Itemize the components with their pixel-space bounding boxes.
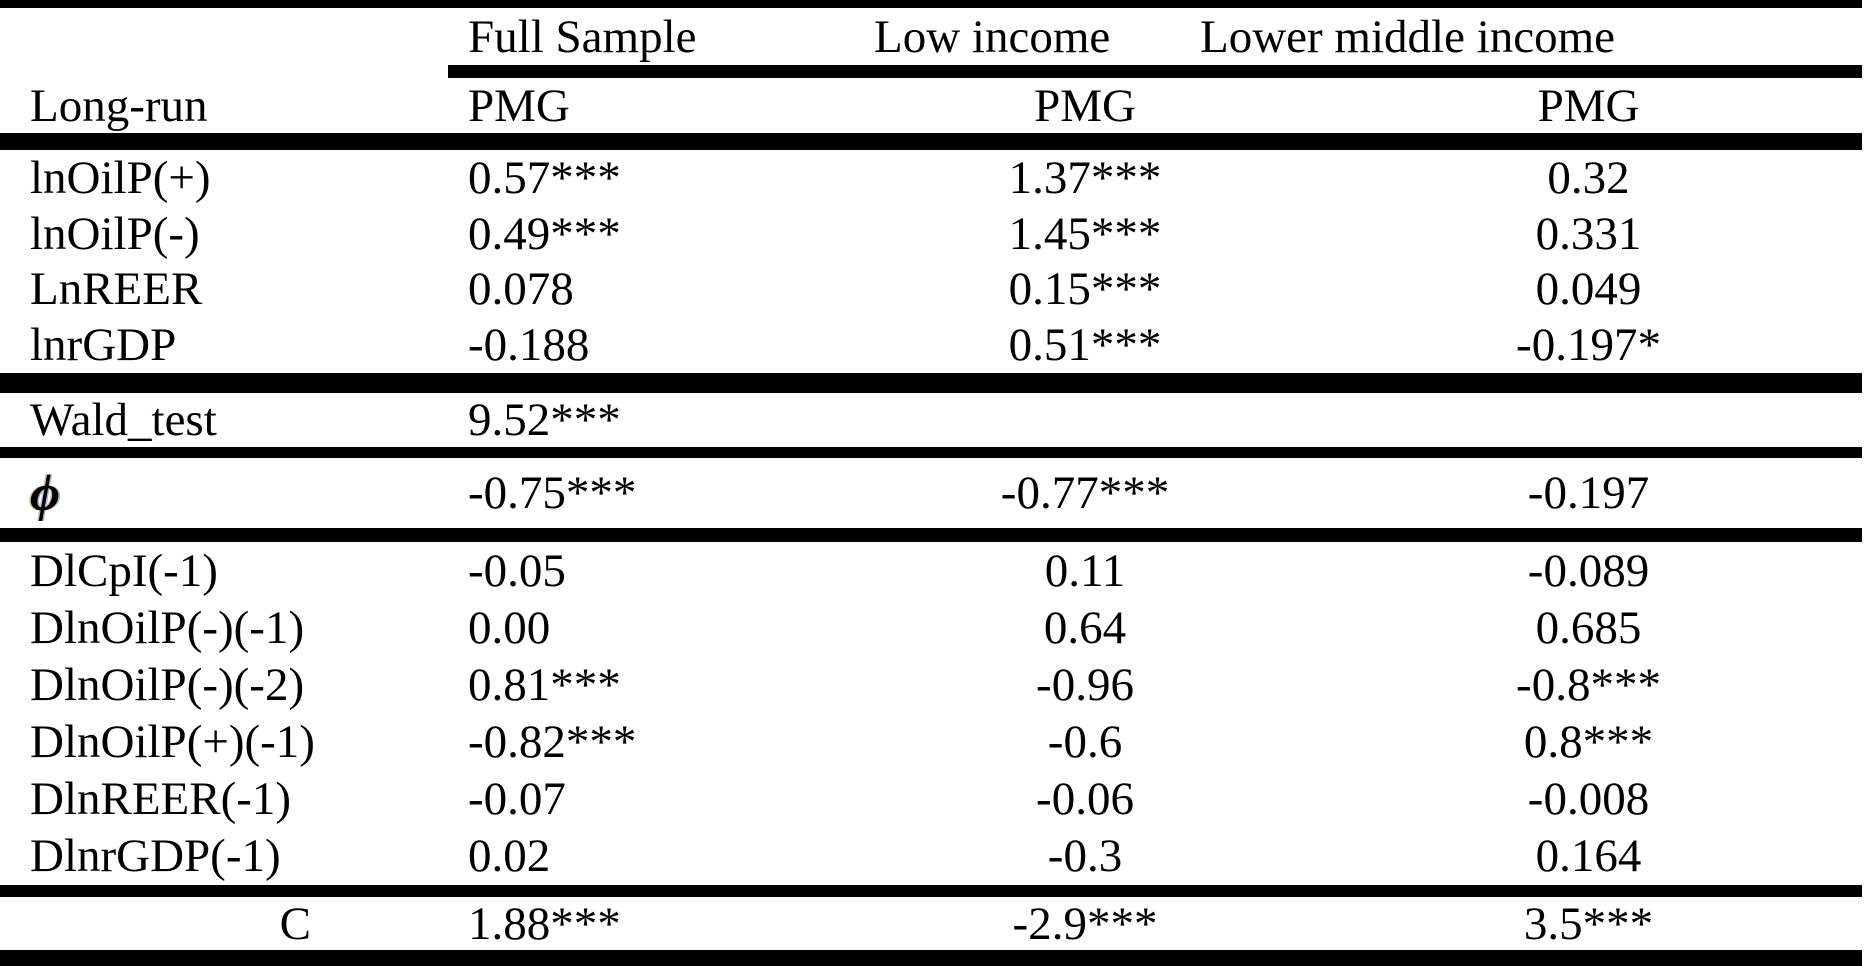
header-separator-rule — [0, 133, 1862, 150]
row-label: DlnREER(-1) — [30, 773, 292, 826]
cell-low-income: -0.96 — [1036, 658, 1134, 711]
cell-full-sample: -0.07 — [468, 773, 566, 826]
group-header-lower-middle-income: Lower middle income — [1200, 10, 1616, 63]
table-row: DlCpI(-1) -0.05 0.11 -0.089 — [0, 542, 1873, 599]
cell-lower-middle-income: 0.685 — [1535, 601, 1642, 654]
row-label: DlnOilP(-)(-2) — [30, 658, 305, 711]
cell-lower-middle-income: -0.008 — [1527, 773, 1650, 826]
cell-lower-middle-income: 0.8*** — [1523, 716, 1654, 769]
row-label: lnOilP(+) — [30, 151, 211, 204]
cell-low-income: 0.11 — [1044, 544, 1126, 597]
cell-lower-middle-income: -0.8*** — [1516, 658, 1661, 711]
table-row: DlnOilP(+)(-1) -0.82*** -0.6 0.8*** — [0, 714, 1873, 771]
table-row: lnrGDP -0.188 0.51*** -0.197* — [0, 317, 1873, 373]
table-row: DlnrGDP(-1) 0.02 -0.3 0.164 — [0, 828, 1873, 885]
table-row: LnREER 0.078 0.15*** 0.049 — [0, 262, 1873, 318]
constant-row: C 1.88*** -2.9*** 3.5*** — [0, 897, 1873, 950]
column-header-pmg-lower-middle-income: PMG — [1537, 79, 1640, 132]
cell-lower-middle-income: -0.197 — [1527, 467, 1650, 519]
table-row: lnOilP(+) 0.57*** 1.37*** 0.32 — [0, 150, 1873, 206]
row-label: lnrGDP — [30, 319, 177, 372]
top-rule — [0, 0, 1862, 8]
cell-full-sample: -0.05 — [468, 544, 566, 597]
bottom-rule — [0, 950, 1862, 966]
cell-low-income: -0.3 — [1047, 830, 1123, 883]
cell-low-income: 0.51*** — [1008, 319, 1162, 372]
cell-full-sample: 0.81*** — [468, 658, 621, 711]
cell-lower-middle-income: 0.049 — [1535, 263, 1642, 316]
row-label: DlCpI(-1) — [30, 544, 218, 597]
cell-full-sample: 0.49*** — [468, 207, 621, 260]
section-label-long-run: Long-run — [30, 79, 208, 132]
long-run-section: lnOilP(+) 0.57*** 1.37*** 0.32 lnOilP(-)… — [0, 150, 1873, 373]
cell-low-income: 1.45*** — [1008, 207, 1162, 260]
group-header-full-sample: Full Sample — [468, 10, 697, 63]
section-separator-rule — [0, 528, 1862, 542]
column-header-row: Long-run PMG PMG PMG — [0, 78, 1873, 133]
cell-lower-middle-income: 0.164 — [1535, 830, 1642, 883]
error-correction-row: ϕ -0.75*** -0.77*** -0.197 — [0, 458, 1873, 528]
cell-full-sample: 1.88*** — [468, 898, 621, 950]
cell-lower-middle-income: 3.5*** — [1523, 898, 1654, 950]
cell-low-income: -2.9*** — [1012, 898, 1158, 950]
row-label: DlnrGDP(-1) — [30, 830, 281, 883]
cell-low-income: 1.37*** — [1008, 151, 1162, 204]
row-label: lnOilP(-) — [30, 207, 200, 260]
section-separator-rule — [0, 447, 1862, 458]
group-header-row: Full Sample Low income Lower middle inco… — [0, 8, 1873, 65]
section-separator-rule — [0, 885, 1862, 897]
phi-symbol: ϕ — [30, 464, 61, 522]
row-label: DlnOilP(-)(-1) — [30, 601, 305, 654]
cell-full-sample: 0.02 — [468, 830, 551, 883]
cell-lower-middle-income: 0.331 — [1535, 207, 1642, 260]
table-row: DlnOilP(-)(-1) 0.00 0.64 0.685 — [0, 599, 1873, 656]
wald-test-row: Wald_test 9.52*** — [0, 393, 1873, 447]
cell-low-income: 0.64 — [1043, 601, 1127, 654]
cell-low-income: -0.6 — [1047, 716, 1123, 769]
cell-lower-middle-income: 0.32 — [1547, 151, 1630, 204]
row-label: Wald_test — [30, 394, 217, 446]
cell-low-income: -0.77*** — [1000, 467, 1170, 519]
cell-low-income: -0.06 — [1036, 773, 1134, 826]
short-run-section: DlCpI(-1) -0.05 0.11 -0.089 DlnOilP(-)(-… — [0, 542, 1873, 885]
table-row: lnOilP(-) 0.49*** 1.45*** 0.331 — [0, 206, 1873, 262]
column-header-pmg-low-income: PMG — [1034, 79, 1136, 132]
row-label: DlnOilP(+)(-1) — [30, 716, 315, 769]
column-header-pmg-full-sample: PMG — [468, 79, 570, 132]
table-row: DlnOilP(-)(-2) 0.81*** -0.96 -0.8*** — [0, 656, 1873, 713]
cell-low-income: 0.15*** — [1008, 263, 1162, 316]
section-separator-rule — [0, 373, 1862, 393]
group-header-underline-rule — [448, 65, 1862, 78]
cell-full-sample: -0.75*** — [468, 467, 637, 519]
cell-full-sample: -0.82*** — [468, 716, 637, 769]
row-label: C — [279, 898, 311, 950]
table-row: DlnREER(-1) -0.07 -0.06 -0.008 — [0, 771, 1873, 828]
cell-lower-middle-income: -0.089 — [1527, 544, 1650, 597]
cell-full-sample: -0.188 — [468, 319, 590, 372]
cell-full-sample: 0.57*** — [468, 151, 621, 204]
group-header-low-income: Low income — [874, 10, 1111, 63]
cell-full-sample: 9.52*** — [468, 394, 621, 446]
cell-lower-middle-income: -0.197* — [1516, 319, 1661, 372]
cell-full-sample: 0.00 — [468, 601, 551, 654]
cell-full-sample: 0.078 — [468, 263, 574, 316]
row-label: LnREER — [30, 263, 203, 316]
